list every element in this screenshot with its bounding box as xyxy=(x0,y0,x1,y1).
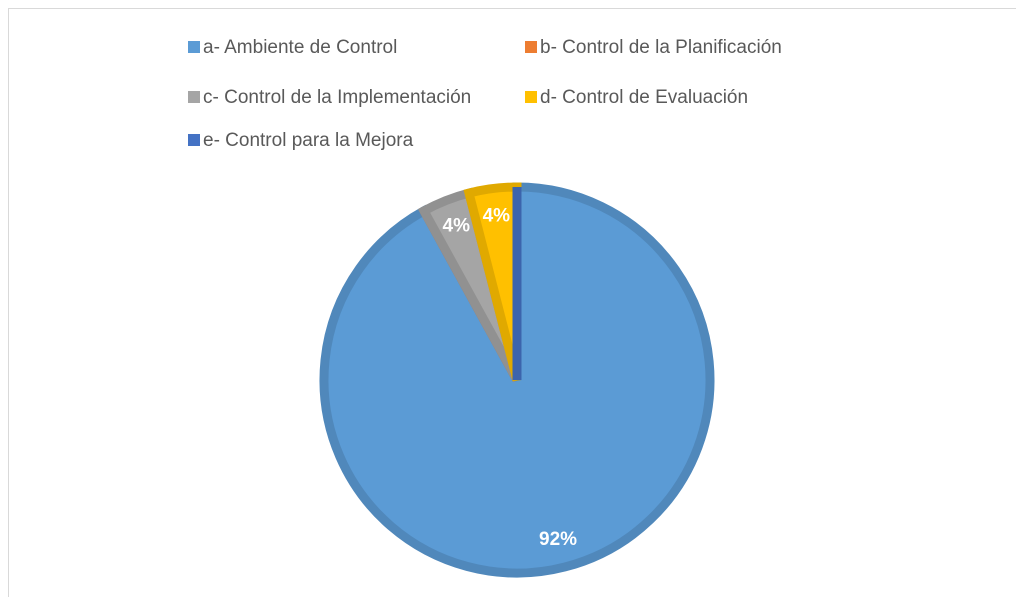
legend-label: a- Ambiente de Control xyxy=(203,37,397,58)
data-label: 92% xyxy=(539,529,577,550)
legend-swatch xyxy=(188,41,200,53)
legend-swatch xyxy=(525,91,537,103)
legend-label: c- Control de la Implementación xyxy=(203,87,471,108)
legend-swatch xyxy=(188,134,200,146)
data-label: 4% xyxy=(483,205,511,226)
legend-label: e- Control para la Mejora xyxy=(203,130,414,151)
legend-label: d- Control de Evaluación xyxy=(540,87,748,108)
legend-swatch xyxy=(525,41,537,53)
data-label: 4% xyxy=(443,216,471,237)
legend-label: b- Control de la Planificación xyxy=(540,37,782,58)
legend-swatch xyxy=(188,91,200,103)
